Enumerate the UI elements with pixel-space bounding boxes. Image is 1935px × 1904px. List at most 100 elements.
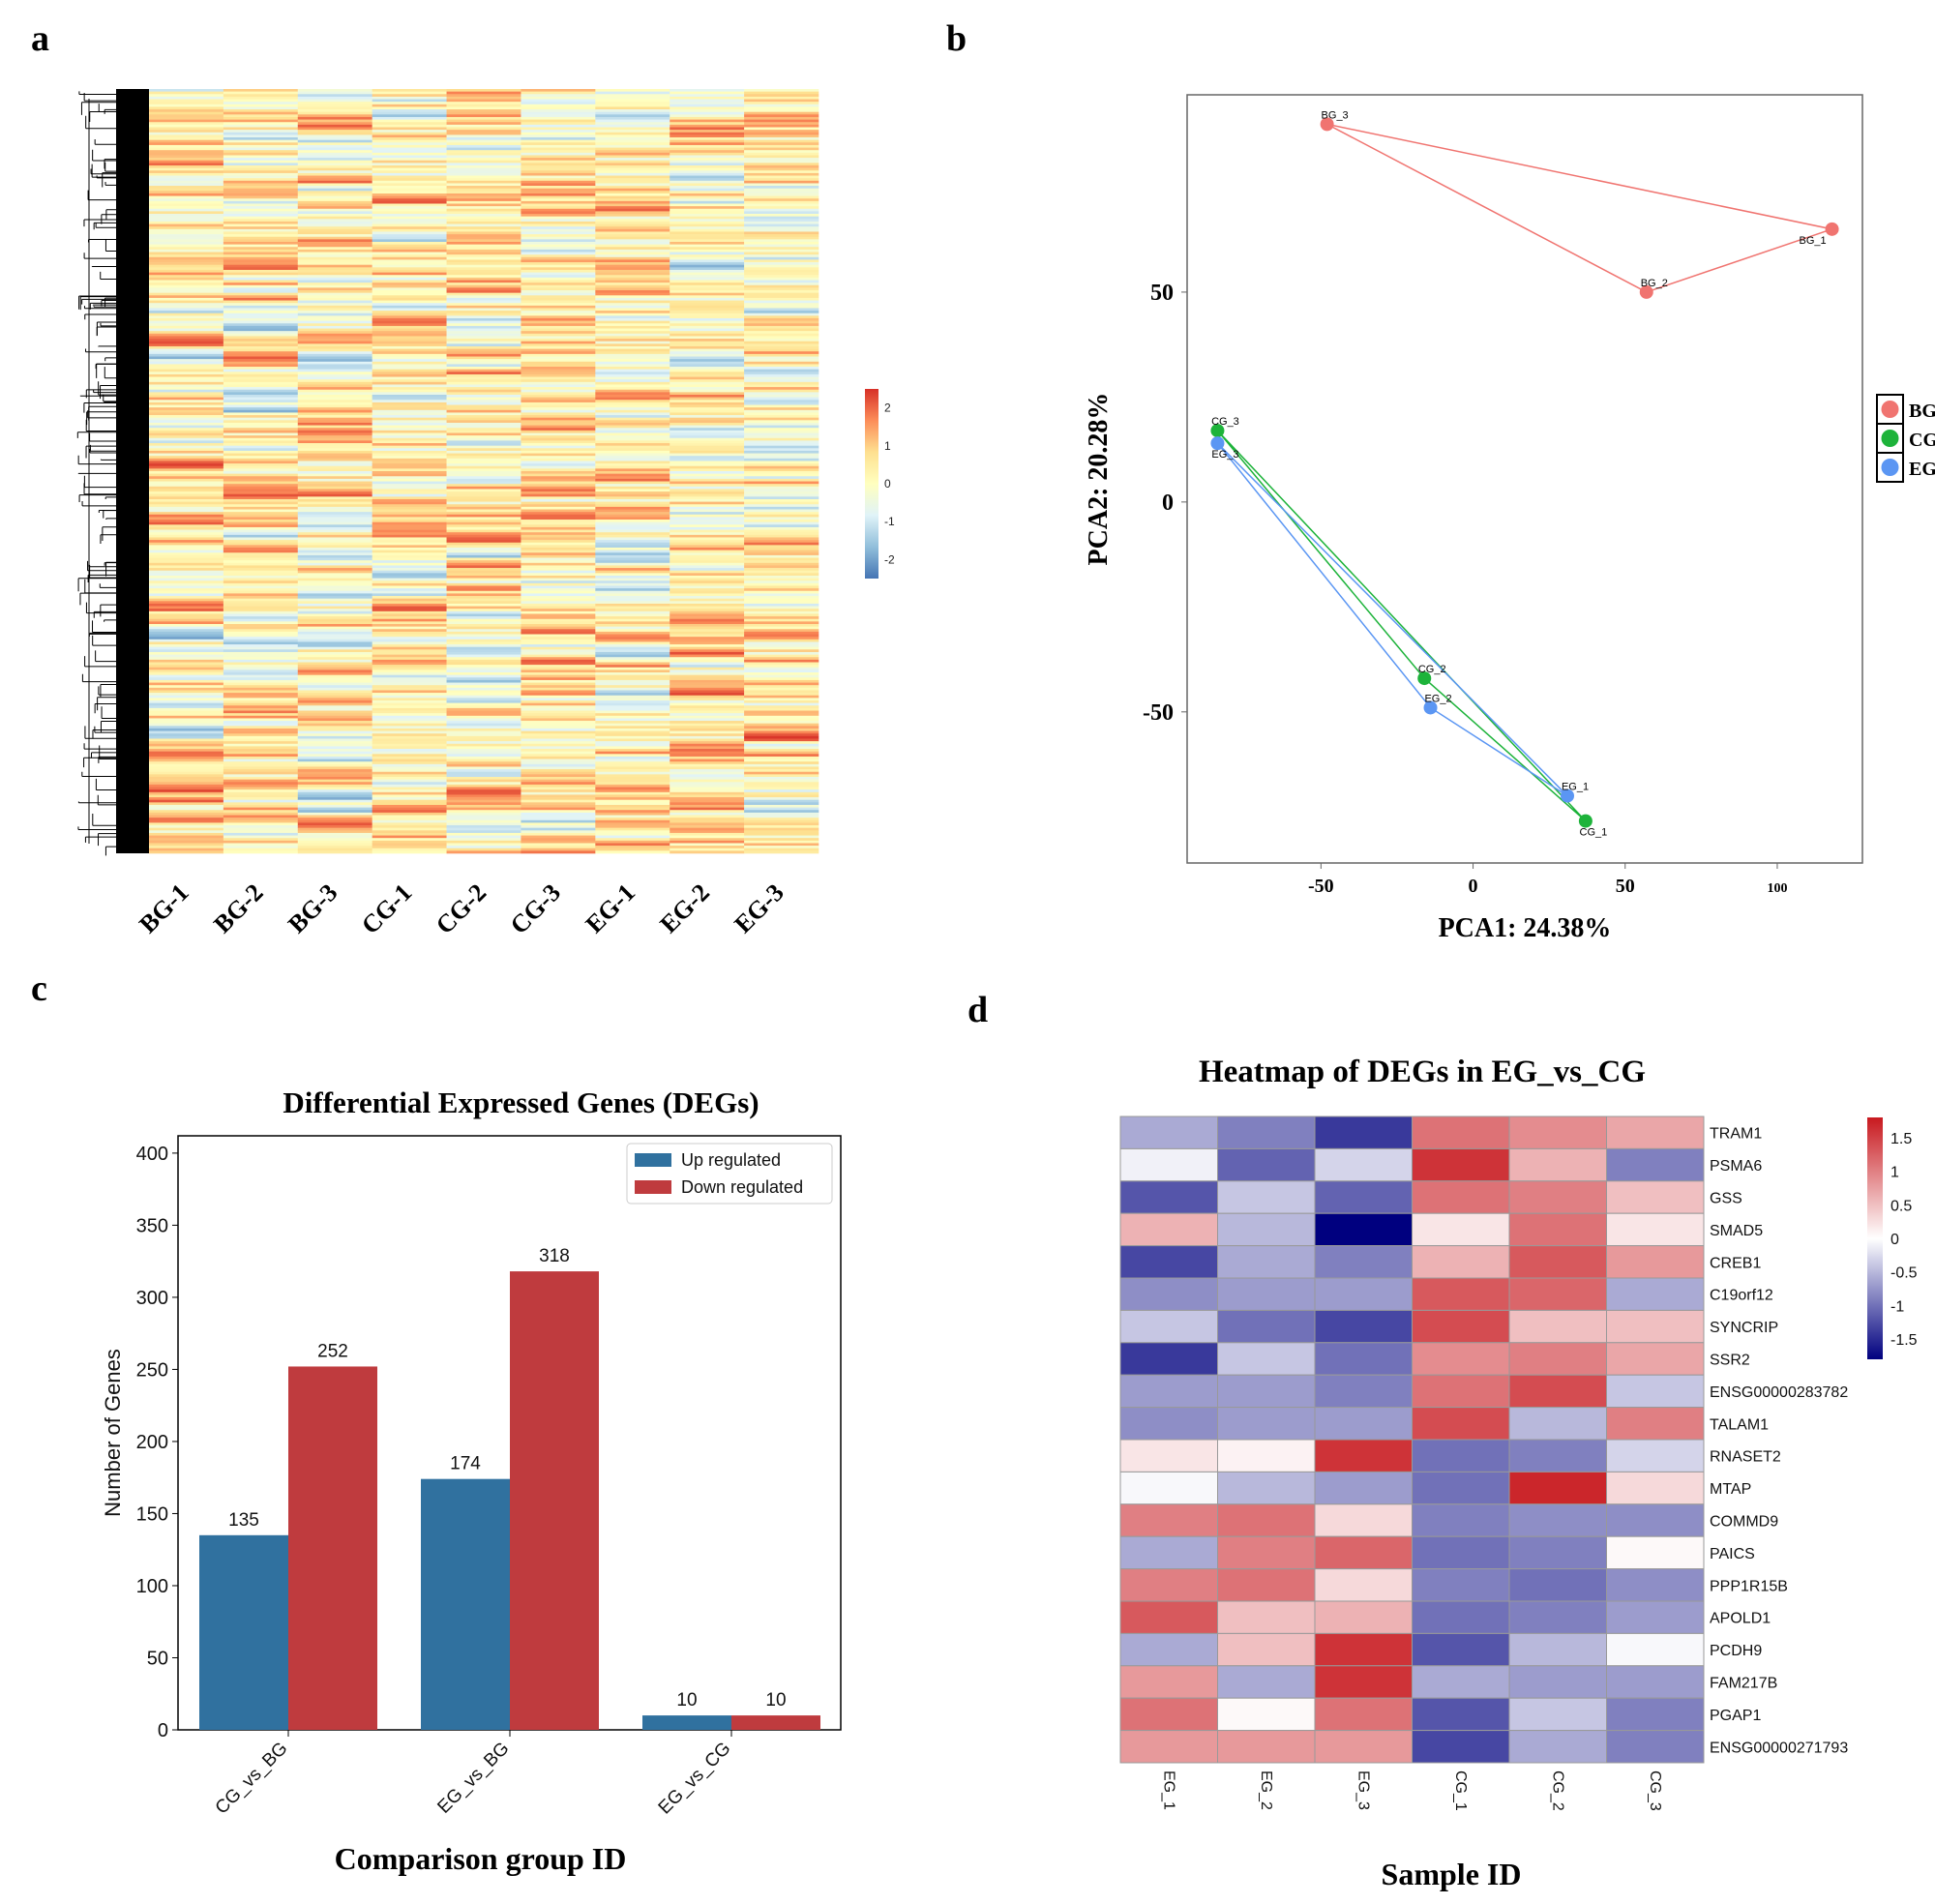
heatmap-a-cell (446, 420, 521, 424)
heatmap-a-cell (670, 659, 745, 663)
heatmap-a-cell (223, 127, 299, 131)
heatmap-a-cell (297, 674, 372, 678)
heatmap-a-cell (521, 91, 596, 95)
heatmap-a-cell (297, 351, 372, 355)
heatmap-a-cell (149, 598, 224, 602)
heatmap-a-cell (223, 496, 299, 500)
heatmap-a-cell (744, 526, 819, 530)
heatmap-a-cell (149, 277, 224, 281)
heatmap-a-cell (744, 295, 819, 299)
heatmap-a-cell (446, 481, 521, 485)
heatmap-a-cell (446, 685, 521, 689)
heatmap-a-cell (372, 216, 447, 220)
heatmap-a-cell (670, 221, 745, 224)
heatmap-a-cell (372, 575, 447, 579)
heatmap-cell (1508, 1277, 1607, 1311)
heatmap-a-cell (521, 323, 596, 327)
heatmap-a-cell (521, 198, 596, 202)
heatmap-a-cell (223, 618, 299, 622)
heatmap-a-cell (223, 707, 299, 711)
heatmap-cell (1412, 1212, 1510, 1247)
heatmap-a-cell (595, 392, 670, 396)
heatmap-a-cell (670, 180, 745, 184)
heatmap-a-cell (149, 94, 224, 98)
heatmap-a-cell (595, 127, 670, 131)
heatmap-a-cell (595, 738, 670, 742)
heatmap-a-cell (446, 679, 521, 683)
heatmap-cell (1508, 1535, 1607, 1570)
gene-label: C19orf12 (1710, 1288, 1773, 1304)
heatmap-a-cell (223, 687, 299, 691)
heatmap-a-cell (521, 774, 596, 778)
heatmap-a-cell (149, 674, 224, 678)
heatmap-a-cell (670, 228, 745, 232)
heatmap-a-cell (744, 759, 819, 762)
dendrogram-branch (89, 111, 116, 122)
heatmap-a-cell (297, 384, 372, 388)
heatmap-a-cell (297, 259, 372, 263)
y-tick-label: -50 (1143, 700, 1174, 726)
heatmap-a-cell (521, 228, 596, 232)
heatmap-a-cell (372, 827, 447, 831)
heatmap-a-cell (297, 404, 372, 408)
bar-down (288, 1366, 377, 1730)
heatmap-a-cell (149, 590, 224, 594)
heatmap-a-cell (521, 598, 596, 602)
heatmap-a-cell (595, 89, 670, 92)
heatmap-a-cell (446, 687, 521, 691)
heatmap-a-cell (223, 644, 299, 647)
heatmap-a-cell (670, 275, 745, 279)
heatmap-a-cell (446, 292, 521, 296)
heatmap-a-cell (595, 830, 670, 834)
heatmap-a-cell (372, 537, 447, 541)
dendrogram-branch (87, 239, 116, 243)
heatmap-a-cell (297, 575, 372, 579)
heatmap-a-cell (521, 369, 596, 372)
heatmap-a-cell (223, 665, 299, 669)
heatmap-a-cell (744, 532, 819, 536)
heatmap-a-cell (372, 453, 447, 457)
heatmap-a-cell (223, 277, 299, 281)
heatmap-a-cell (744, 165, 819, 168)
heatmap-a-cell (149, 193, 224, 196)
heatmap-a-cell (521, 789, 596, 793)
heatmap-a-cell (297, 827, 372, 831)
heatmap-a-cell (149, 104, 224, 107)
heatmap-a-cell (149, 787, 224, 790)
heatmap-a-cell (223, 269, 299, 273)
heatmap-a-cell (595, 529, 670, 533)
heatmap-cell (1314, 1116, 1413, 1149)
heatmap-a-cell (670, 512, 745, 516)
heatmap-a-cell (670, 264, 745, 268)
heatmap-a-cell (744, 142, 819, 146)
heatmap-a-cell (670, 520, 745, 522)
heatmap-a-cell (446, 356, 521, 360)
heatmap-a-cell (297, 478, 372, 482)
heatmap-a-cell (372, 367, 447, 370)
heatmap-a-cell (670, 672, 745, 675)
heatmap-a-cell (521, 379, 596, 383)
heatmap-a-cell (297, 134, 372, 138)
heatmap-a-cell (446, 749, 521, 752)
heatmap-a-cell (223, 111, 299, 115)
heatmap-a-cell (670, 440, 745, 444)
heatmap-a-cell (372, 254, 447, 258)
heatmap-a-cell (446, 846, 521, 849)
heatmap-a-cell (744, 430, 819, 433)
heatmap-a-cell (372, 606, 447, 610)
heatmap-a-cell (446, 328, 521, 332)
heatmap-a-cell (670, 188, 745, 192)
panel-letter-d: d (968, 990, 989, 1030)
heatmap-a-cell (149, 501, 224, 505)
heatmap-a-cell (223, 491, 299, 494)
heatmap-a-cell (223, 453, 299, 457)
heatmap-a-cell (297, 152, 372, 156)
heatmap-a-cell (670, 735, 745, 739)
heatmap-a-cell (446, 565, 521, 569)
heatmap-a-cell (446, 361, 521, 365)
heatmap-a-cell (595, 372, 670, 375)
heatmap-cell (1606, 1471, 1705, 1505)
heatmap-a-cell (372, 256, 447, 260)
heatmap-a-cell (521, 465, 596, 469)
heatmap-a-cell (595, 404, 670, 408)
